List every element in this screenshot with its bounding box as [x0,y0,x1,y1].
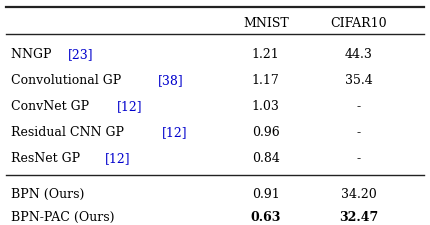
Text: 0.96: 0.96 [252,125,280,138]
Text: 1.21: 1.21 [252,47,280,61]
Text: -: - [357,99,361,112]
Text: CIFAR10: CIFAR10 [331,17,387,30]
Text: 0.91: 0.91 [252,187,280,200]
Text: 32.47: 32.47 [339,210,379,223]
Text: -: - [357,125,361,138]
Text: BPN-PAC (Ours): BPN-PAC (Ours) [11,210,114,223]
Text: Convolutional GP: Convolutional GP [11,73,125,86]
Text: 0.84: 0.84 [252,151,280,164]
Text: -: - [357,151,361,164]
Text: [12]: [12] [105,151,131,164]
Text: ConvNet GP: ConvNet GP [11,99,93,112]
Text: [12]: [12] [117,99,142,112]
Text: 1.17: 1.17 [252,73,280,86]
Text: 34.20: 34.20 [341,187,377,200]
Text: MNIST: MNIST [243,17,289,30]
Text: NNGP: NNGP [11,47,55,61]
Text: ResNet GP: ResNet GP [11,151,84,164]
Text: 44.3: 44.3 [345,47,373,61]
Text: 35.4: 35.4 [345,73,373,86]
Text: [12]: [12] [162,125,187,138]
Text: BPN (Ours): BPN (Ours) [11,187,84,200]
Text: 0.63: 0.63 [251,210,281,223]
Text: [23]: [23] [68,47,94,61]
Text: 1.03: 1.03 [252,99,280,112]
Text: Residual CNN GP: Residual CNN GP [11,125,128,138]
Text: [38]: [38] [158,73,184,86]
